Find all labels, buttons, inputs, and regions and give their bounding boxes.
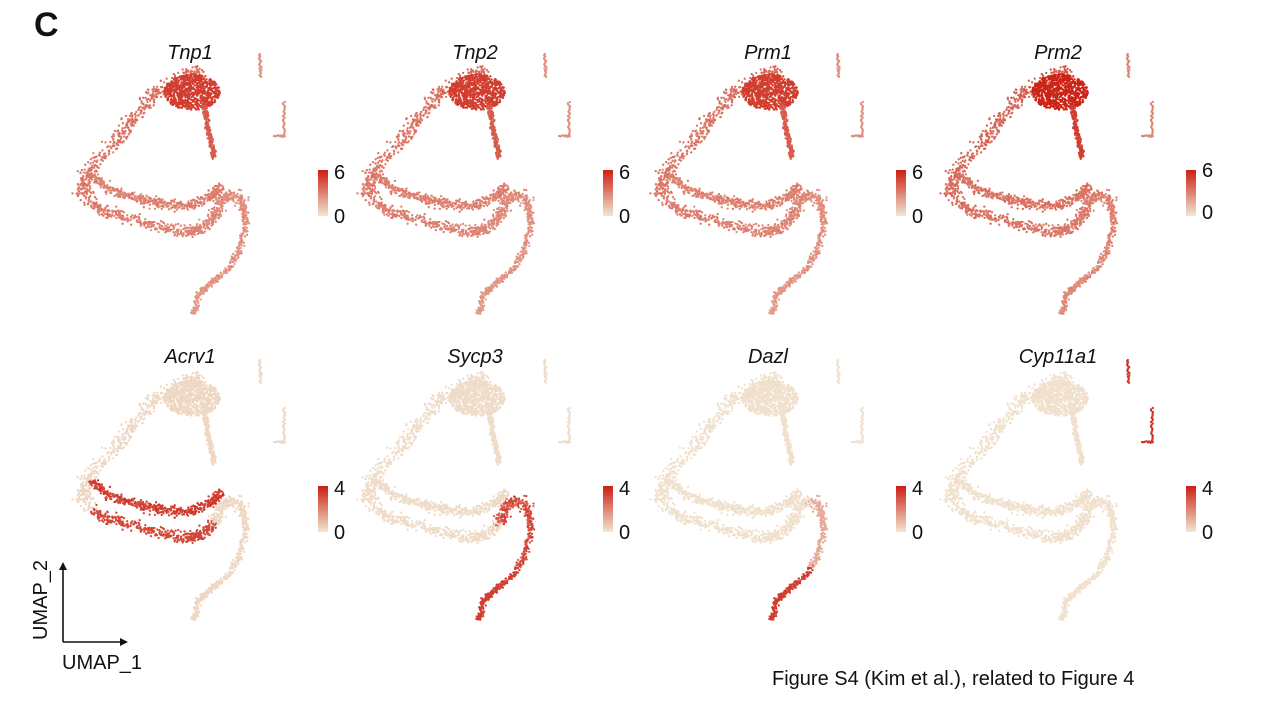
umap-point — [76, 194, 80, 198]
umap-point — [117, 124, 121, 127]
umap-point — [103, 212, 107, 216]
umap-point — [152, 85, 156, 89]
umap-point — [144, 218, 147, 221]
umap-point — [106, 145, 109, 149]
umap-point — [243, 244, 246, 248]
umap-point — [165, 77, 168, 80]
umap-point — [140, 102, 143, 105]
umap-point — [130, 216, 133, 219]
umap-point — [121, 214, 124, 217]
umap-point — [231, 260, 235, 264]
umap-point — [177, 71, 180, 75]
umap-point — [231, 252, 235, 256]
umap-point — [115, 216, 118, 220]
umap-point — [244, 206, 247, 210]
umap-point — [121, 127, 124, 130]
umap-point — [242, 223, 245, 226]
umap-point — [105, 154, 108, 158]
feature-plot: Tnp1 6 0 — [70, 0, 370, 320]
umap-point — [199, 298, 202, 301]
umap-point — [173, 232, 177, 236]
umap-point — [175, 234, 179, 238]
umap-point — [245, 233, 249, 236]
umap-point — [185, 67, 188, 71]
umap-point — [148, 104, 151, 107]
umap-point — [169, 228, 172, 231]
umap-point — [82, 171, 85, 174]
umap-point — [222, 271, 226, 275]
umap-point — [158, 223, 162, 227]
umap-point — [247, 196, 250, 199]
umap-point — [192, 71, 196, 74]
umap-point — [89, 200, 93, 203]
umap-point — [236, 199, 240, 202]
umap-point — [237, 188, 241, 191]
umap-point — [83, 168, 86, 171]
umap-point — [93, 159, 96, 162]
umap-point — [140, 100, 143, 103]
umap-point — [114, 212, 118, 215]
panel-letter: C — [34, 6, 59, 45]
umap-point — [200, 69, 204, 72]
umap-point — [141, 107, 144, 110]
umap-point — [224, 209, 227, 212]
umap-point — [102, 214, 105, 217]
umap-point — [139, 109, 143, 112]
umap-point — [71, 192, 74, 195]
umap-point — [166, 223, 169, 226]
umap-point — [123, 132, 126, 135]
umap-point — [139, 224, 142, 228]
umap-point — [144, 226, 148, 229]
umap-point — [104, 141, 107, 144]
umap-point — [216, 280, 220, 283]
umap-point — [224, 191, 228, 194]
umap-point — [233, 204, 237, 207]
umap-point — [85, 183, 89, 186]
umap-point — [148, 99, 152, 102]
umap-point — [128, 114, 132, 118]
umap-point — [89, 162, 92, 165]
umap-point — [197, 71, 200, 74]
umap-point — [167, 226, 171, 229]
umap-point — [159, 219, 163, 223]
umap-point — [138, 212, 141, 216]
umap-point — [189, 223, 192, 227]
umap-point — [83, 203, 86, 206]
umap-point — [112, 142, 115, 145]
umap-point — [121, 222, 124, 225]
umap-point — [247, 211, 250, 214]
umap-point — [226, 199, 230, 202]
umap-point — [137, 108, 140, 112]
umap-point — [164, 224, 167, 227]
umap-point — [137, 114, 140, 117]
umap-point — [197, 304, 201, 307]
umap-point — [202, 220, 205, 223]
umap-point — [144, 96, 147, 99]
umap-point — [221, 209, 224, 213]
umap-points — [71, 52, 287, 315]
umap-point — [135, 110, 138, 114]
umap-point — [109, 140, 112, 144]
umap-point — [84, 195, 88, 198]
umap-point — [179, 224, 182, 227]
umap-point — [196, 308, 200, 312]
umap-point — [196, 232, 200, 235]
umap-point — [117, 129, 120, 132]
umap-point — [125, 124, 129, 127]
umap-point — [83, 187, 86, 190]
umap-point — [121, 129, 124, 132]
gene-title: Tnp1 — [90, 42, 290, 65]
umap-point — [206, 214, 210, 218]
umap-scatter — [71, 52, 328, 315]
umap-point — [152, 104, 155, 107]
umap-point — [115, 205, 118, 208]
umap-point — [138, 217, 141, 221]
